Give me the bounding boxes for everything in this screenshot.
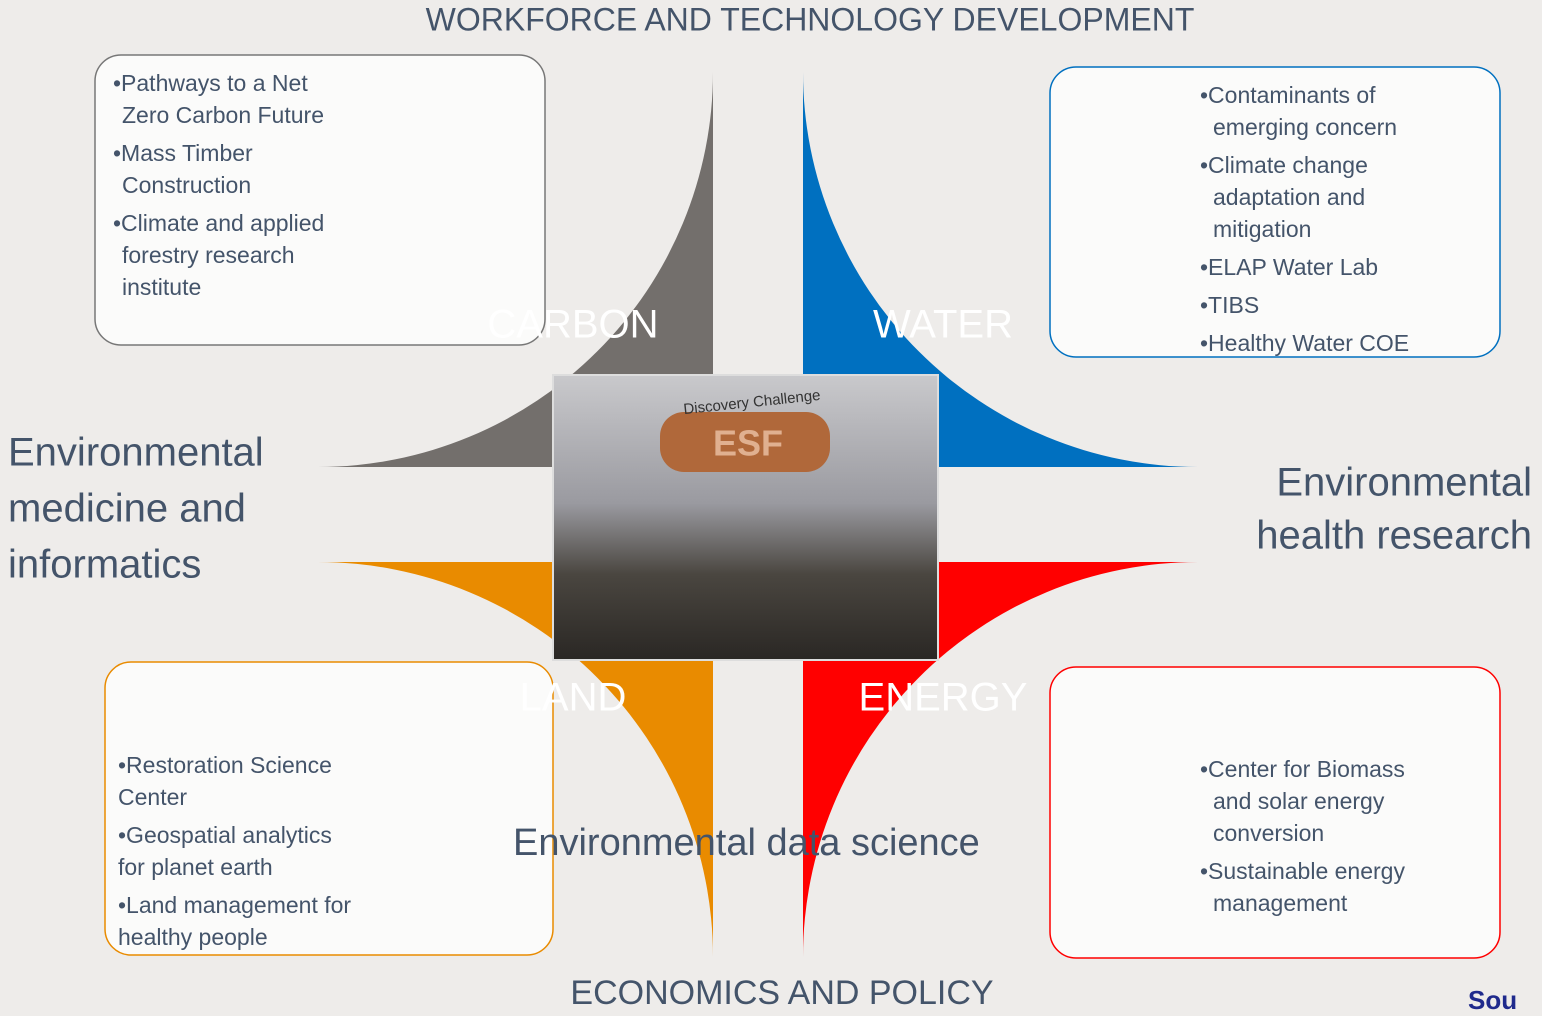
bottom-title: ECONOMICS AND POLICY xyxy=(570,974,993,1012)
bullet-text: •Geospatial analytics xyxy=(118,822,332,848)
bullet-text: •TIBS xyxy=(1200,292,1259,318)
bullet-text: management xyxy=(1213,890,1348,916)
center-label: Environmental data science xyxy=(513,822,980,864)
diagram: WORKFORCE AND TECHNOLOGY DEVELOPMENT ECO… xyxy=(0,0,1542,1016)
bullet-text: •Sustainable energy xyxy=(1200,858,1405,884)
info-box xyxy=(1050,67,1500,357)
side-label-right: Environmental xyxy=(1276,461,1532,505)
bullet-text: and solar energy xyxy=(1213,788,1385,814)
side-label-left: medicine and xyxy=(8,487,246,531)
bullet-text: •Center for Biomass xyxy=(1200,756,1405,782)
side-label-right: health research xyxy=(1256,514,1532,558)
bullet-text: •Pathways to a Net xyxy=(113,70,308,96)
bullet-text: •Land management for xyxy=(118,892,351,918)
bullet-text: forestry research xyxy=(122,242,295,268)
info-box xyxy=(95,55,545,345)
side-label-left: Environmental xyxy=(8,431,264,475)
quadrant-label: LAND xyxy=(520,676,627,720)
bullet-text: conversion xyxy=(1213,820,1324,846)
top-title: WORKFORCE AND TECHNOLOGY DEVELOPMENT xyxy=(426,1,1195,37)
bullet-text: •ELAP Water Lab xyxy=(1200,254,1378,280)
photo-logo: ESF xyxy=(713,423,783,464)
source-label: Sou xyxy=(1468,985,1517,1015)
bullet-text: •Healthy Water COE xyxy=(1200,330,1409,356)
bullet-text: for planet earth xyxy=(118,854,273,880)
bullet-text: mitigation xyxy=(1213,216,1311,242)
bullet-text: emerging concern xyxy=(1213,114,1397,140)
quadrant-label: CARBON xyxy=(487,303,658,347)
side-label-left: informatics xyxy=(8,543,201,587)
bullet-text: healthy people xyxy=(118,924,268,950)
bullet-text: •Climate change xyxy=(1200,152,1368,178)
page: WORKFORCE AND TECHNOLOGY DEVELOPMENT ECO… xyxy=(0,0,1542,1016)
bullet-text: •Restoration Science xyxy=(118,752,332,778)
bullet-text: Construction xyxy=(122,172,251,198)
quadrant-label: WATER xyxy=(873,303,1013,347)
bullet-text: Zero Carbon Future xyxy=(122,102,324,128)
bullet-text: institute xyxy=(122,274,201,300)
bullet-text: adaptation and xyxy=(1213,184,1365,210)
bullet-text: •Climate and applied xyxy=(113,210,324,236)
quadrant-label: ENERGY xyxy=(859,676,1028,720)
bullet-text: •Mass Timber xyxy=(113,140,253,166)
bullet-text: Center xyxy=(118,784,187,810)
bullet-text: •Contaminants of xyxy=(1200,82,1376,108)
